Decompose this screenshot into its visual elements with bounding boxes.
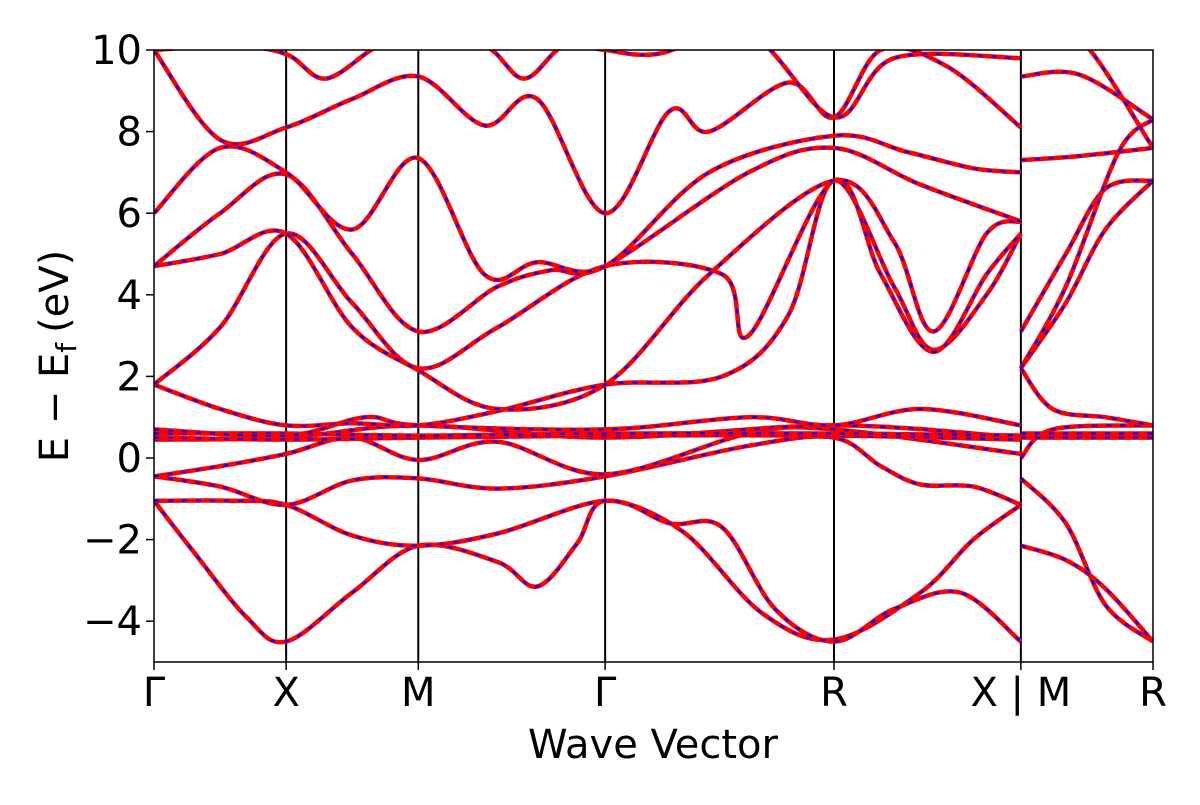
- band-line-blue-dashed: [154, 178, 1022, 386]
- y-tick-label: 6: [117, 191, 142, 237]
- y-axis-label-unit: (eV): [32, 250, 78, 333]
- y-axis-label-subscript: f: [50, 342, 83, 353]
- band-line-blue-dashed: [1020, 424, 1153, 459]
- band-line-blue-dashed: [154, 407, 1022, 438]
- band-line-red: [1019, 179, 1153, 370]
- y-tick-label: 8: [117, 110, 142, 156]
- y-tick-label: 2: [117, 354, 142, 400]
- x-tick-label: X | M: [970, 670, 1071, 716]
- band-line-blue-dashed: [1020, 70, 1153, 121]
- band-line-blue-dashed: [1019, 118, 1153, 369]
- band-line-red: [1087, 50, 1153, 150]
- y-axis-label-main: E − E: [32, 353, 78, 463]
- band-line-blue-dashed: [154, 499, 1022, 644]
- x-tick-label: Γ: [143, 670, 166, 716]
- band-line-red: [154, 178, 1023, 429]
- y-axis-label: E − Ef (eV): [32, 250, 83, 463]
- band-line-red: [1018, 178, 1153, 333]
- band-line-red: [154, 50, 1023, 216]
- band-line-blue-dashed: [1019, 179, 1153, 333]
- y-tick-label: −2: [83, 518, 142, 564]
- band-line-blue-dashed: [1020, 146, 1153, 162]
- plot-frame: [153, 49, 1154, 663]
- x-tick-label: X: [272, 670, 299, 716]
- band-line-red: [1019, 366, 1153, 428]
- band-line-red: [154, 132, 1022, 283]
- y-axis-ticks: −4 −2 0 2 4 6 8 10: [83, 28, 154, 645]
- bands-layer: [154, 50, 1153, 645]
- x-axis-ticks: Γ X M Γ R X | M R: [143, 662, 1167, 716]
- y-tick-label: 10: [91, 28, 142, 74]
- x-tick-label: M: [401, 670, 436, 716]
- band-line-blue-dashed: [1019, 179, 1153, 369]
- band-line-blue-dashed: [154, 432, 1021, 437]
- band-line-blue-dashed: [154, 134, 1021, 282]
- band-line-blue-dashed: [1020, 544, 1153, 643]
- y-tick-label: 4: [117, 273, 142, 319]
- y-tick-label: −4: [83, 599, 142, 645]
- band-line-blue-dashed: [154, 50, 1021, 119]
- x-axis-label: Wave Vector: [528, 722, 779, 768]
- band-line-blue-dashed: [1020, 477, 1153, 643]
- band-line-blue-dashed: [154, 426, 1022, 478]
- x-tick-label: R: [820, 670, 848, 716]
- x-tick-label: Γ: [594, 670, 617, 716]
- band-line-blue-dashed: [154, 499, 1022, 643]
- x-tick-label: R: [1139, 670, 1167, 716]
- band-line-blue-dashed: [154, 50, 1022, 215]
- y-tick-label: 0: [117, 436, 142, 482]
- band-line-blue-dashed: [154, 435, 1022, 507]
- kpoint-lines: [285, 50, 1022, 662]
- band-line-red: [1019, 423, 1153, 460]
- band-line-red: [154, 50, 1021, 120]
- band-line-blue-dashed: [154, 179, 1022, 411]
